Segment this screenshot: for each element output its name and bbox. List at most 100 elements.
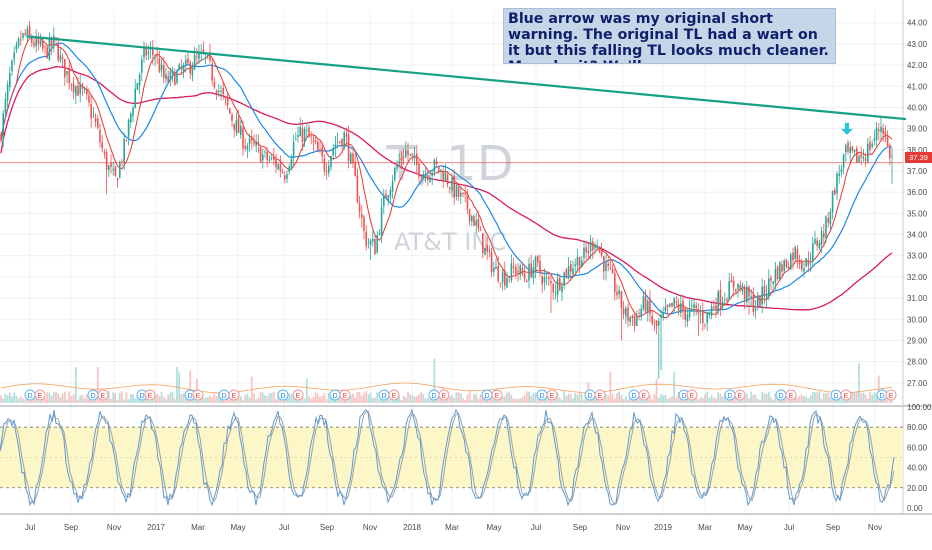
volume-bar [261, 392, 264, 403]
volume-bar [323, 393, 326, 403]
volume-bar [33, 396, 35, 403]
price-axis-tick: 44.00 [907, 19, 928, 28]
candle-body [497, 265, 499, 282]
price-candles [0, 21, 893, 379]
candle-body [592, 241, 594, 251]
volume-bar [875, 394, 878, 403]
volume-bar [418, 394, 420, 403]
dividend-marker-label: D [587, 393, 592, 400]
candle-body [17, 38, 20, 46]
volume-bar [39, 398, 42, 403]
candle-body [889, 144, 891, 159]
volume-bar [189, 370, 192, 403]
price-axis-tick: 34.00 [907, 231, 928, 240]
candle-body [22, 33, 24, 39]
volume-bar [325, 398, 328, 403]
volume-bar [457, 392, 460, 403]
candle-body [607, 263, 609, 267]
volume-bar [803, 396, 805, 403]
time-axis-tick: Sep [64, 523, 79, 532]
candle-body [154, 57, 156, 58]
candle-body [268, 159, 271, 161]
candle-body [523, 273, 526, 279]
candle-body [297, 134, 299, 138]
candle-body [347, 134, 350, 162]
volume-bar [55, 391, 57, 403]
candle-body [75, 86, 77, 96]
earnings-marker-icon [438, 389, 450, 401]
time-axis[interactable]: Jul Sep Nov 2017 Mar May Jul Sep Nov 2018 Mar May Ju… [25, 523, 882, 532]
volume-bar [66, 399, 68, 403]
volume-bar [660, 394, 662, 403]
volume-bar [413, 396, 416, 403]
volume-bar [721, 396, 724, 403]
candle-body [266, 152, 268, 160]
candle-body [130, 113, 132, 123]
candle-body [508, 277, 510, 279]
volume-bar [620, 395, 623, 403]
volume-bar [701, 398, 704, 403]
candle-body [389, 189, 392, 198]
candle-body [264, 151, 266, 153]
candle-body [737, 283, 739, 290]
volume-bar [272, 391, 275, 403]
candle-body [614, 273, 616, 293]
candle-body [413, 155, 416, 159]
candle-body [88, 95, 90, 103]
volume-bar [811, 391, 814, 403]
candle-body [735, 288, 737, 292]
volume-bar [862, 392, 865, 403]
candle-body [233, 123, 235, 130]
candle-body [785, 259, 788, 268]
candle-body [328, 165, 330, 173]
earnings-marker-icon [491, 389, 503, 401]
candle-body [284, 175, 286, 180]
candle-body [147, 51, 150, 55]
candle-body [396, 165, 398, 169]
candle-body [552, 284, 554, 292]
volume-bar [338, 396, 341, 403]
volume-bar [206, 397, 209, 403]
volume-bar [715, 398, 717, 403]
candle-body [499, 283, 502, 284]
earnings-marker-label: E [38, 393, 43, 400]
volume-bar [61, 393, 64, 403]
candle-body [847, 142, 849, 152]
earnings-marker-label: E [232, 393, 237, 400]
volume-bar [167, 394, 170, 403]
volume-bar [717, 392, 720, 403]
price-axis-tick: 27.00 [907, 379, 928, 388]
candle-body [559, 277, 561, 290]
dividend-marker-label: D [381, 393, 386, 400]
dividend-marker-label: D [90, 393, 95, 400]
volume-bar [59, 397, 62, 403]
candle-body [880, 126, 882, 133]
volume-bar [330, 395, 332, 403]
volume-bar [176, 366, 178, 403]
candle-body [625, 307, 627, 317]
volume-bar [662, 395, 665, 403]
volume-bar [712, 397, 715, 403]
candle-body [222, 87, 224, 95]
candle-body [361, 214, 363, 218]
candle-body [37, 37, 40, 45]
volume-bar [211, 397, 214, 403]
earnings-marker-icon [144, 389, 156, 401]
candle-body [710, 306, 713, 316]
time-axis-tick: 2017 [147, 523, 165, 532]
volume-bar [651, 399, 654, 403]
volume-bar [433, 358, 436, 403]
candle-body [189, 62, 191, 74]
candle-body [81, 84, 84, 89]
price-axis[interactable]: 44.00 43.00 42.00 41.00 40.00 39.00 38.00 37.00… [907, 19, 932, 513]
volume-bar [673, 371, 676, 403]
volume-bar [576, 394, 579, 403]
dividend-marker-label: D [484, 393, 489, 400]
volume-bar [512, 398, 515, 403]
dividend-marker-label: D [187, 393, 192, 400]
volume-bar [585, 397, 588, 403]
candle-body [501, 272, 504, 283]
volume-bar [145, 398, 148, 403]
candle-body [4, 99, 7, 113]
